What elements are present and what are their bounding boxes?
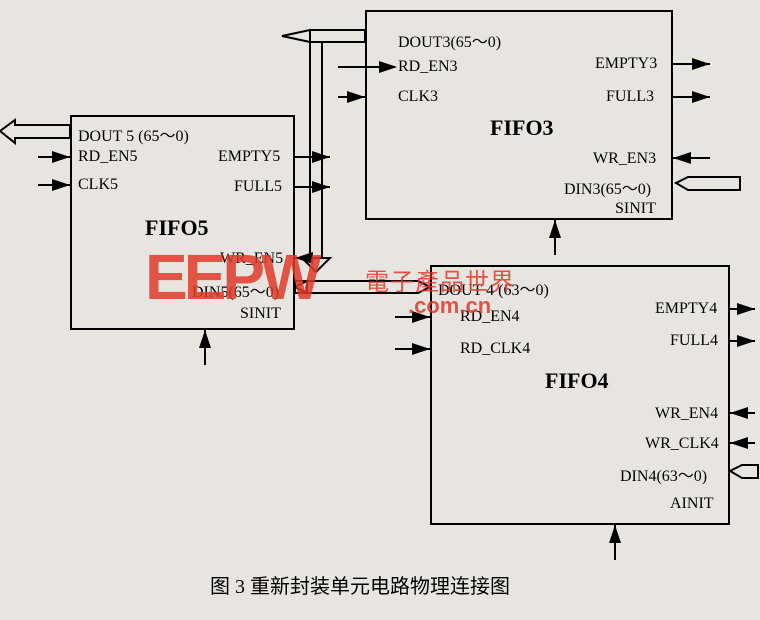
figure-caption: 图 3 重新封装单元电路物理连接图 [210,570,510,599]
wires [0,0,760,620]
diagram-root: FIFO5 DOUT 5 (65～0) RD_EN5 CLK5 EMPTY5 F… [0,0,760,620]
watermark-url: .com.cn [408,293,491,319]
watermark-cn: 電子產品世界 [365,262,515,297]
